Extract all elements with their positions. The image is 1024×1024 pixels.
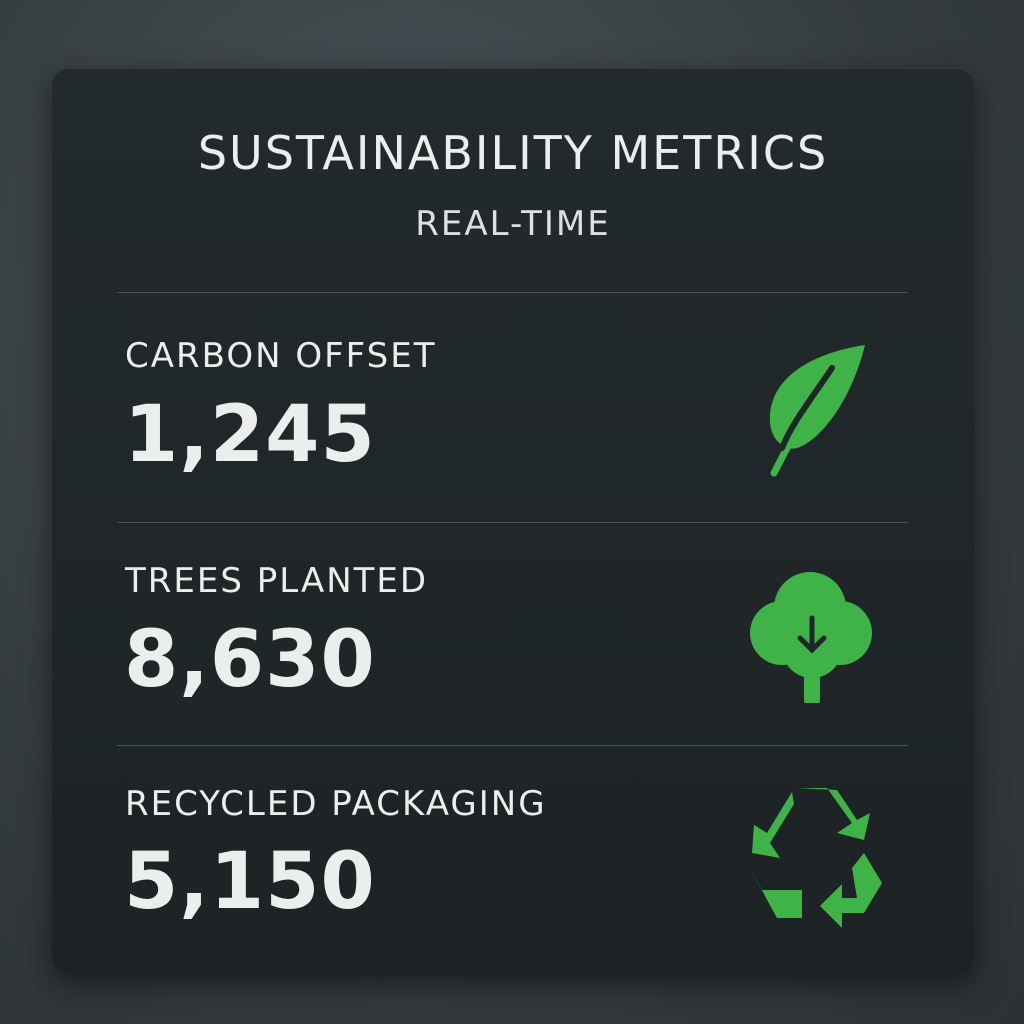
metric-label: CARBON OFFSET (125, 336, 437, 376)
divider (117, 292, 908, 293)
divider (117, 522, 908, 523)
metric-value: 8,630 (124, 615, 376, 705)
metric-label: TREES PLANTED (125, 561, 429, 601)
leaf-icon (769, 345, 865, 477)
tree-icon (750, 572, 872, 703)
icons (747, 345, 882, 928)
recycle-icon (747, 788, 882, 928)
metric-label: RECYCLED PACKAGING (125, 784, 547, 824)
card-subtitle: REAL-TIME (415, 204, 611, 244)
card-title: SUSTAINABILITY METRICS (197, 126, 829, 180)
metric-value: 5,150 (124, 837, 376, 927)
metric-value: 1,245 (124, 390, 376, 480)
divider (117, 745, 908, 746)
metrics-card: SUSTAINABILITY METRICS REAL-TIME CARBON … (52, 68, 974, 974)
